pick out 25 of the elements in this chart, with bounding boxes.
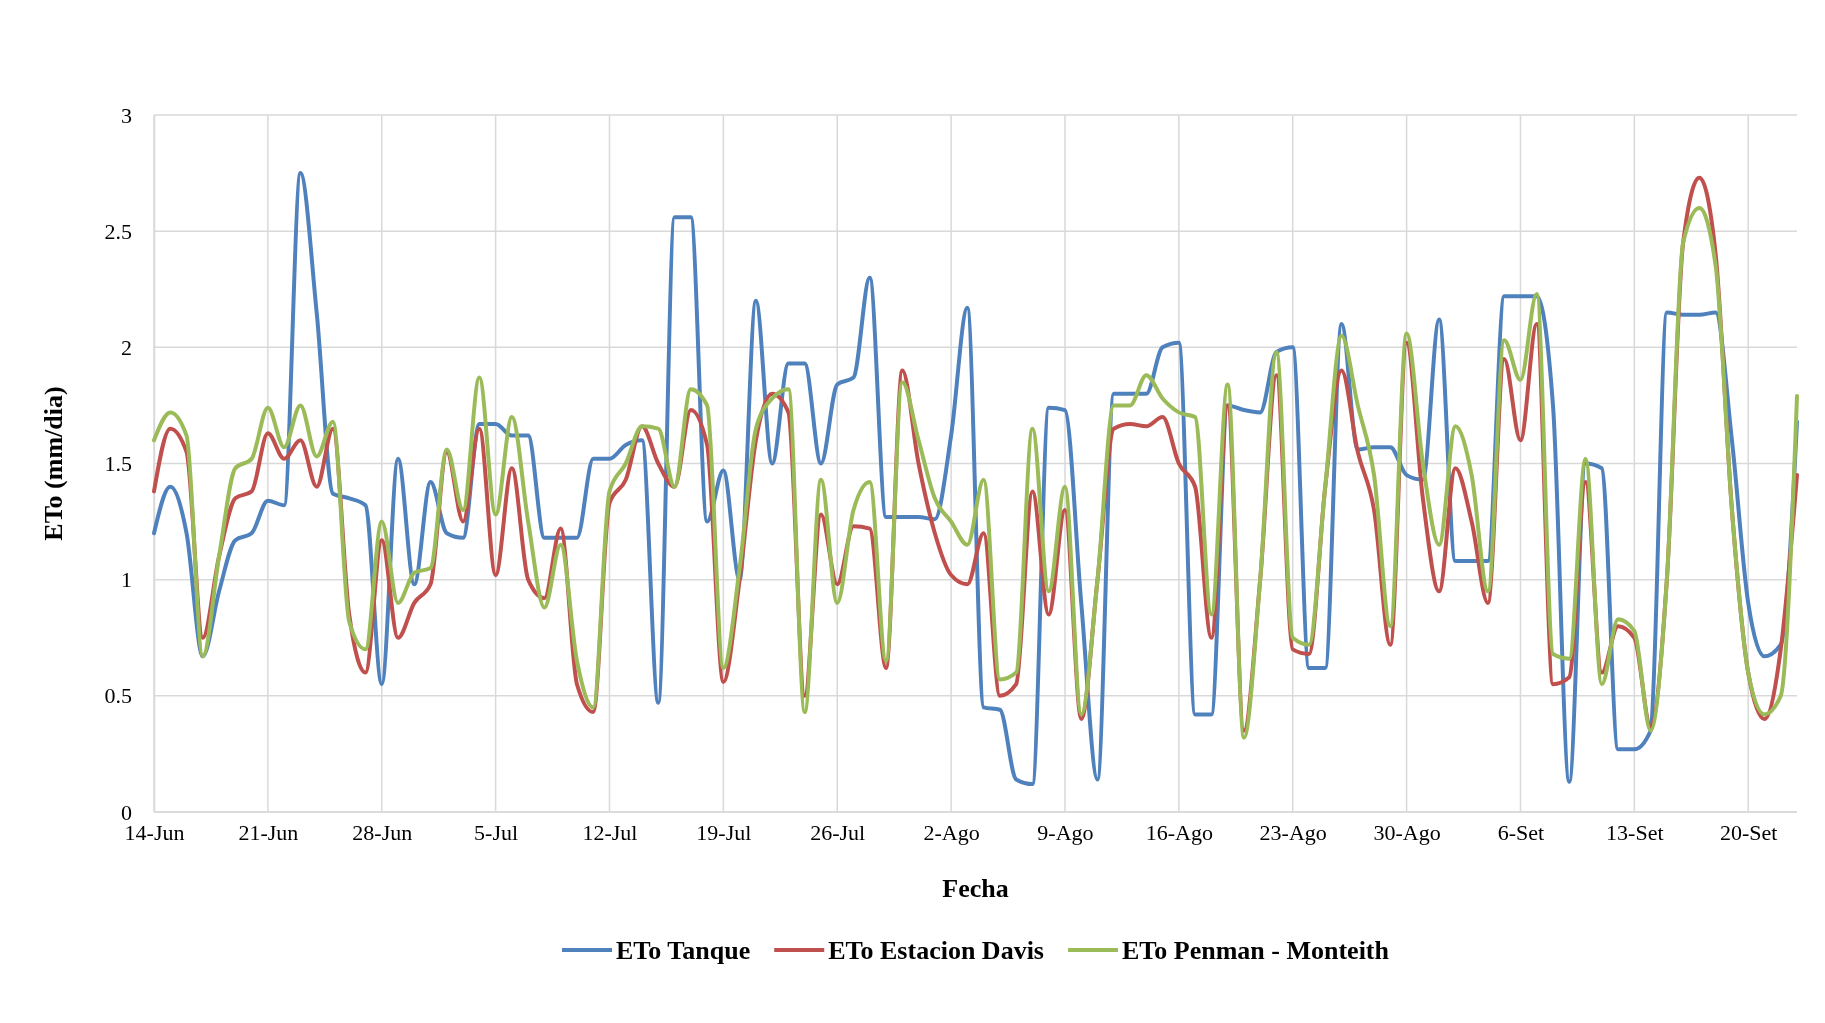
y-tick-label: 3 [121, 102, 132, 128]
y-tick-label: 1 [121, 567, 132, 593]
x-tick-label: 9-Ago [1037, 819, 1094, 845]
y-tick-label: 0.5 [104, 683, 132, 709]
x-tick-label: 16-Ago [1145, 819, 1213, 845]
x-tick-label: 21-Jun [238, 819, 299, 845]
y-tick-label: 1.5 [104, 451, 132, 477]
x-tick-label: 13-Set [1606, 819, 1664, 845]
legend-label: ETo Penman - Monteith [1121, 936, 1390, 965]
x-tick-label: 20-Set [1719, 819, 1778, 845]
x-tick-label: 26-Jul [810, 819, 866, 845]
x-tick-label: 12-Jul [582, 819, 638, 845]
x-tick-label: 19-Jul [696, 819, 752, 845]
x-axis-title: Fecha [942, 874, 1009, 903]
legend-label: ETo Tanque [616, 936, 751, 965]
x-tick-label: 6-Set [1497, 819, 1545, 845]
y-axis-title: ETo (mm/dia) [39, 386, 68, 541]
y-tick-label: 2.5 [104, 218, 132, 244]
y-tick-label: 2 [121, 334, 132, 360]
legend-label: ETo Estacion Davis [828, 936, 1044, 965]
x-tick-label: 5-Jul [474, 819, 519, 845]
x-tick-label: 2-Ago [923, 819, 980, 845]
x-tick-label: 28-Jun [352, 819, 413, 845]
x-tick-label: 23-Ago [1259, 819, 1327, 845]
x-tick-label: 30-Ago [1373, 819, 1441, 845]
